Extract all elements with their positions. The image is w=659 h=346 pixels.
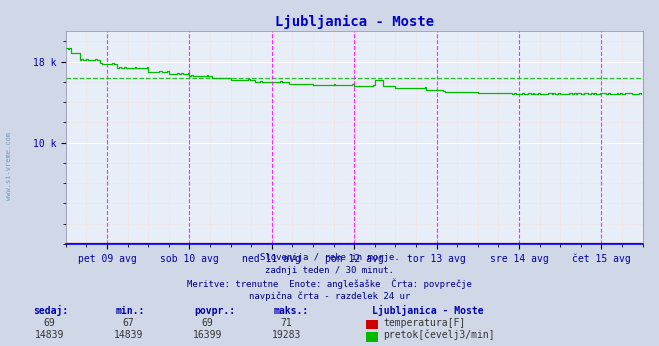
Text: 14839: 14839 — [114, 330, 143, 340]
Text: navpična črta - razdelek 24 ur: navpična črta - razdelek 24 ur — [249, 292, 410, 301]
Text: povpr.:: povpr.: — [194, 306, 235, 316]
Text: 19283: 19283 — [272, 330, 301, 340]
Text: 16399: 16399 — [193, 330, 222, 340]
Text: 69: 69 — [43, 318, 55, 328]
Title: Ljubljanica - Moste: Ljubljanica - Moste — [275, 15, 434, 29]
Text: sedaj:: sedaj: — [33, 305, 68, 316]
Text: Slovenija / reke in morje.: Slovenija / reke in morje. — [260, 253, 399, 262]
Text: 71: 71 — [281, 318, 293, 328]
Text: pretok[čevelj3/min]: pretok[čevelj3/min] — [384, 330, 495, 340]
Text: zadnji teden / 30 minut.: zadnji teden / 30 minut. — [265, 266, 394, 275]
Text: Ljubljanica - Moste: Ljubljanica - Moste — [372, 305, 484, 316]
Text: Meritve: trenutne  Enote: anglešaške  Črta: povprečje: Meritve: trenutne Enote: anglešaške Črta… — [187, 279, 472, 289]
Text: 69: 69 — [202, 318, 214, 328]
Text: www.si-vreme.com: www.si-vreme.com — [5, 132, 12, 200]
Text: min.:: min.: — [115, 306, 145, 316]
Text: 67: 67 — [123, 318, 134, 328]
Text: 14839: 14839 — [35, 330, 64, 340]
Text: temperatura[F]: temperatura[F] — [384, 318, 466, 328]
Text: maks.:: maks.: — [273, 306, 308, 316]
